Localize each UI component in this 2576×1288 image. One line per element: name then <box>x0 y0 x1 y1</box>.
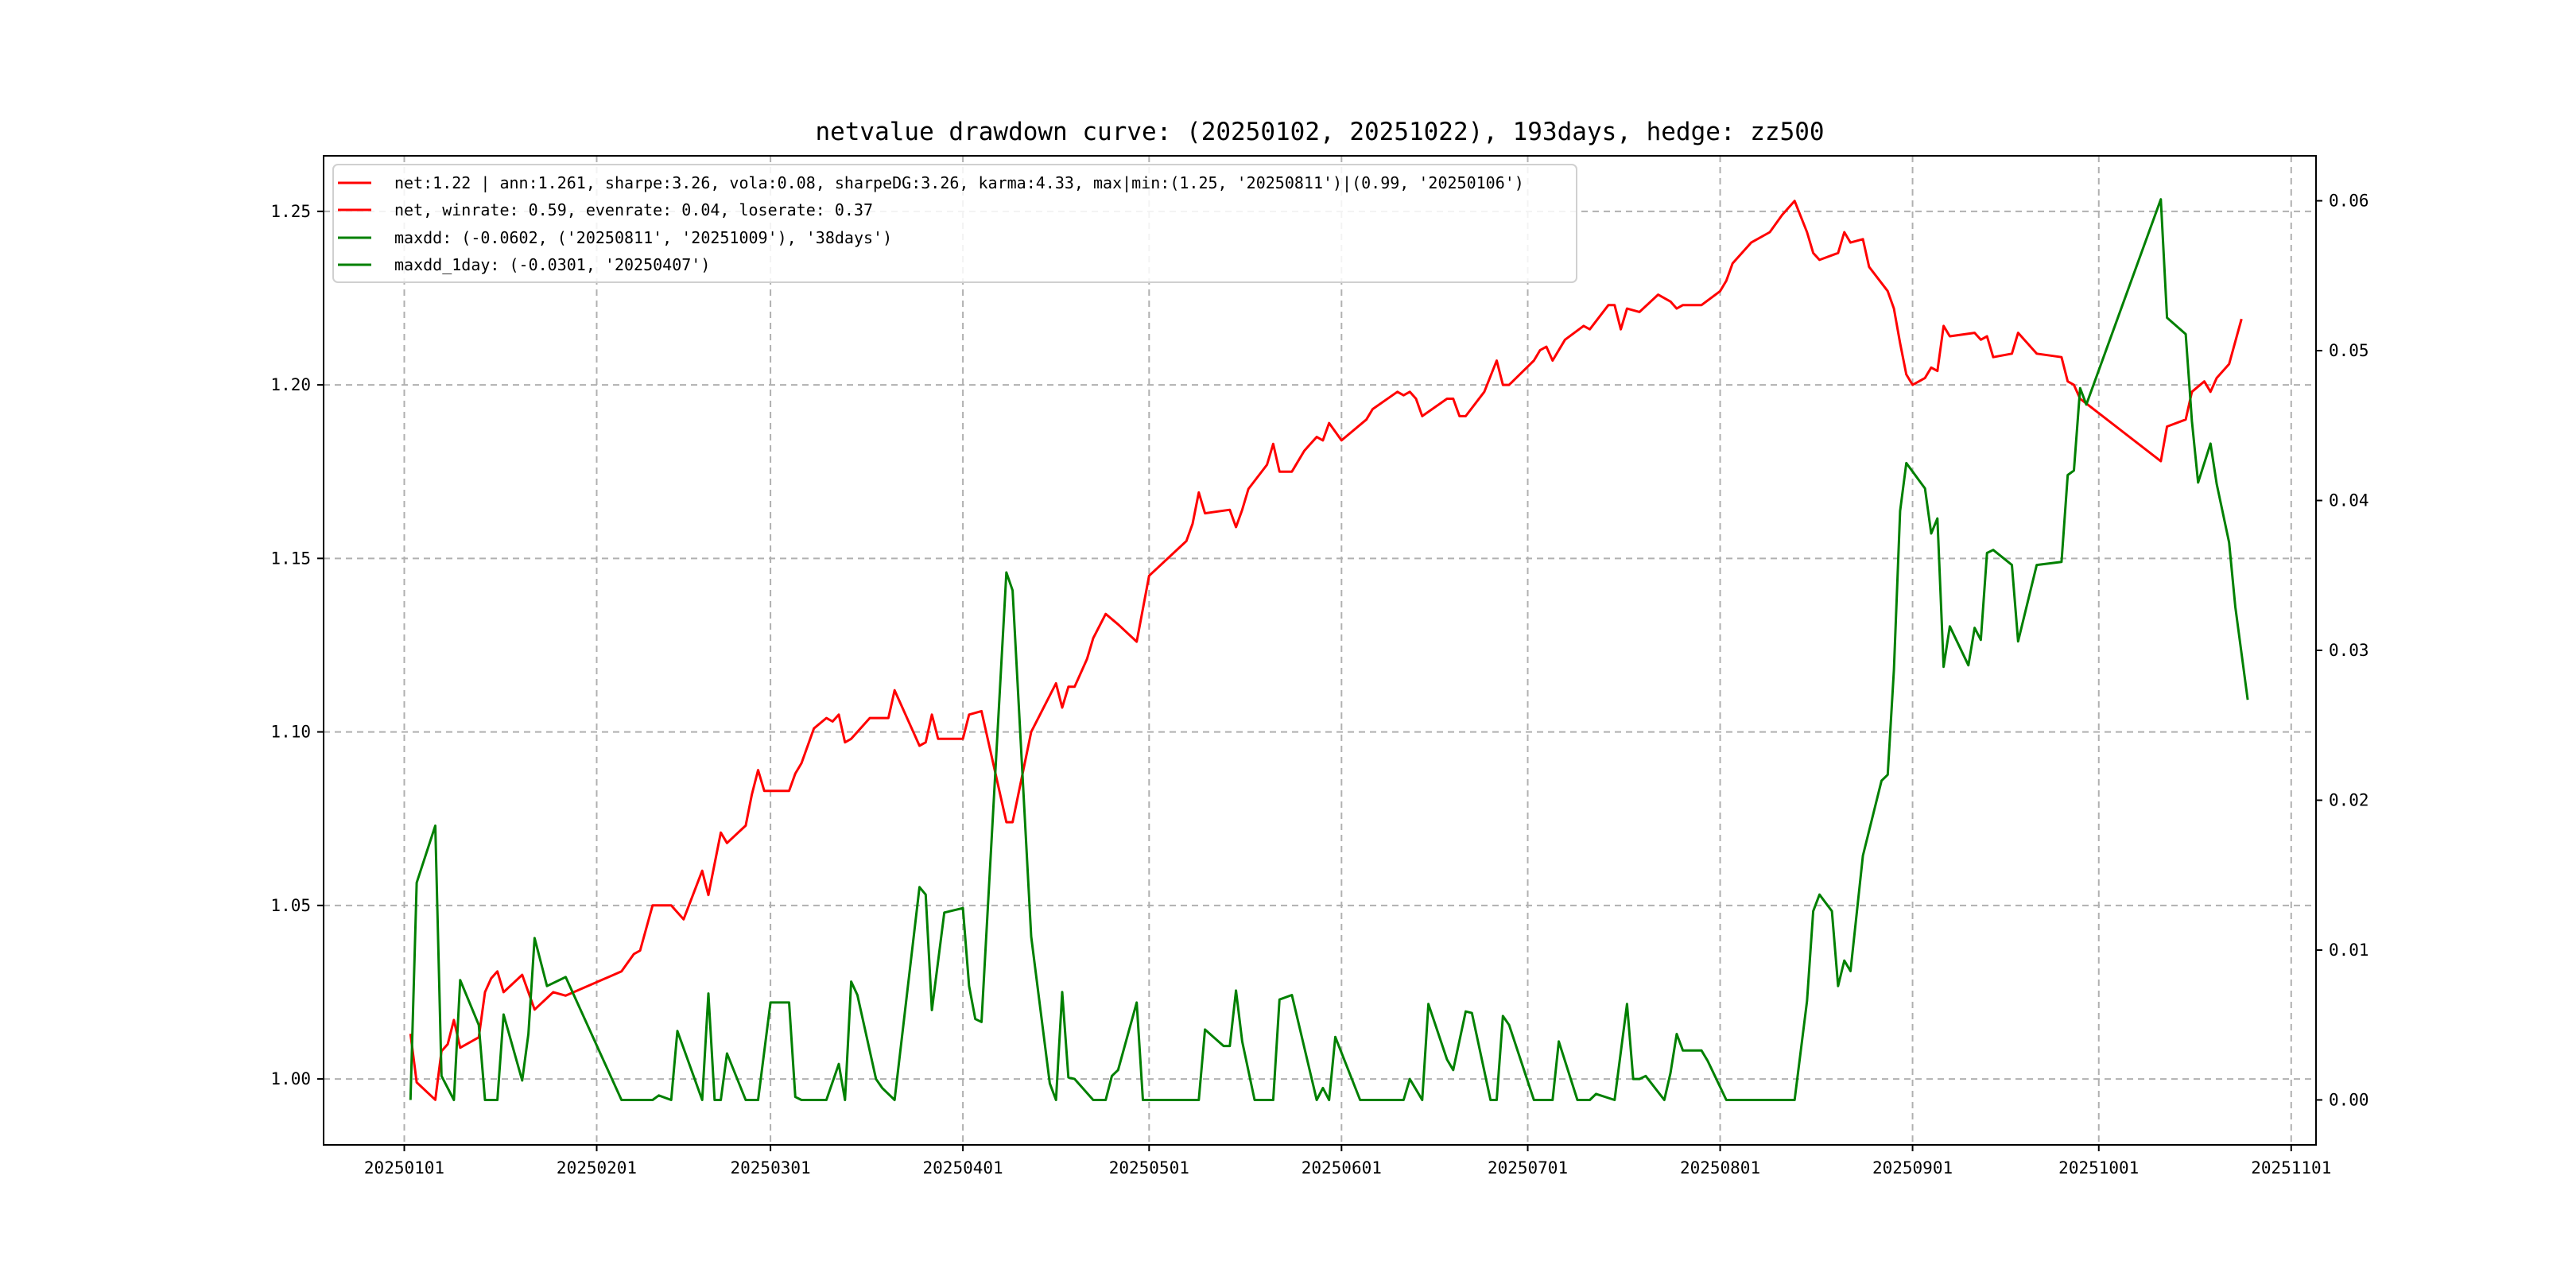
series-line-maxdd <box>409 198 2249 1101</box>
y-right-tick-label: 0.00 <box>2329 1090 2369 1109</box>
y-left-tick-label: 1.15 <box>270 549 311 568</box>
x-tick-label: 20250901 <box>1872 1158 1953 1177</box>
y-axis-right: 0.00 0.01 0.02 0.03 0.04 0.05 0.06 <box>2316 192 2369 1109</box>
y-left-tick-label: 1.25 <box>270 202 311 221</box>
x-axis: 20250101 20250201 20250301 20250401 20250501… <box>364 1145 2331 1177</box>
legend-label-maxdd-1day: maxdd_1day: (-0.0301, '20250407') <box>394 255 710 274</box>
x-tick-label: 20250301 <box>731 1158 811 1177</box>
x-tick-label: 20250801 <box>1680 1158 1760 1177</box>
x-tick-label: 20250501 <box>1109 1158 1189 1177</box>
y-left-tick-label: 1.20 <box>270 375 311 394</box>
legend-box <box>332 164 1577 283</box>
series-line-net <box>409 200 2243 1101</box>
legend-label-net: net:1.22 | ann:1.261, sharpe:3.26, vola:… <box>394 173 1524 192</box>
series-lines <box>409 198 2249 1101</box>
y-right-tick-label: 0.02 <box>2329 790 2369 809</box>
y-left-tick-label: 1.05 <box>270 896 311 915</box>
x-tick-label: 20250701 <box>1488 1158 1568 1177</box>
y-left-tick-label: 1.10 <box>270 723 311 742</box>
x-tick-label: 20250601 <box>1302 1158 1382 1177</box>
legend-label-maxdd: maxdd: (-0.0602, ('20250811', '20251009'… <box>394 228 892 247</box>
x-tick-label: 20250101 <box>364 1158 444 1177</box>
x-tick-label: 20250201 <box>557 1158 637 1177</box>
x-tick-label: 20250401 <box>923 1158 1003 1177</box>
legend: net:1.22 | ann:1.261, sharpe:3.26, vola:… <box>332 164 1577 283</box>
y-right-tick-label: 0.01 <box>2329 941 2369 960</box>
y-right-tick-label: 0.03 <box>2329 641 2369 660</box>
y-right-tick-label: 0.04 <box>2329 491 2369 510</box>
legend-label-winrate: net, winrate: 0.59, evenrate: 0.04, lose… <box>394 200 873 219</box>
y-left-tick-label: 1.00 <box>270 1069 311 1088</box>
y-right-tick-label: 0.05 <box>2329 341 2369 360</box>
x-tick-label: 20251001 <box>2058 1158 2139 1177</box>
y-right-tick-label: 0.06 <box>2329 192 2369 211</box>
x-tick-label: 20251101 <box>2251 1158 2331 1177</box>
y-axis-left: 1.00 1.05 1.10 1.15 1.20 1.25 <box>270 202 324 1088</box>
chart-title: netvalue drawdown curve: (20250102, 2025… <box>815 118 1824 146</box>
